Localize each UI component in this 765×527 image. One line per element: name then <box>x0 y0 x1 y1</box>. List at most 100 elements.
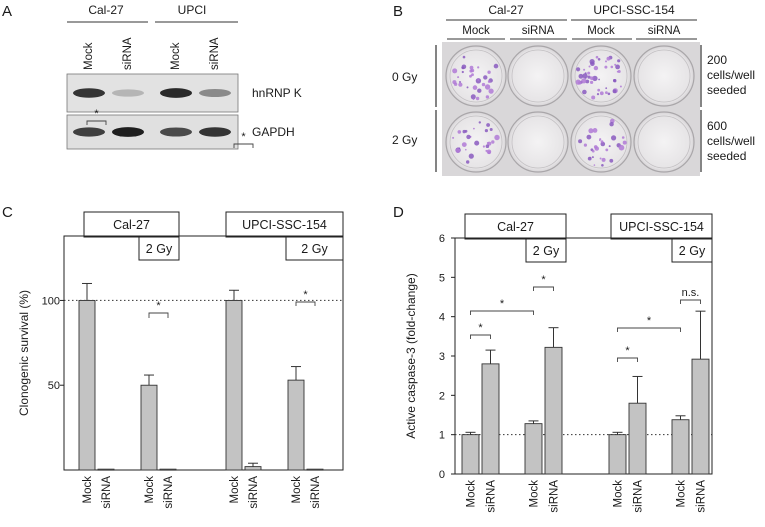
colony <box>593 65 599 71</box>
dose-label: 2 Gy <box>679 244 706 258</box>
culture-dish-rim <box>574 49 628 103</box>
y-axis-title: Clonogenic survival (%) <box>17 290 31 416</box>
significance-bracket <box>680 299 701 304</box>
colony <box>486 123 490 127</box>
blot-label-hnrnpk: hnRNP K <box>252 86 302 100</box>
colony <box>465 148 467 151</box>
x-category-label: Mock <box>82 476 94 504</box>
colony <box>608 145 611 148</box>
colony <box>614 63 617 66</box>
bar <box>225 299 243 471</box>
significance-bracket <box>295 301 316 306</box>
panel-b-letter: B <box>393 3 403 20</box>
panel-b: B Cal-27 UPCI-SSC-154 Mock siRNA Mock si… <box>392 3 758 176</box>
significance-bracket <box>617 357 638 362</box>
colony <box>600 140 604 144</box>
bar <box>159 468 177 471</box>
y-tick-label: 6 <box>439 233 445 245</box>
panel-b-lane-2: siRNA <box>522 25 555 37</box>
colony <box>613 79 616 82</box>
colony <box>606 56 611 61</box>
colony <box>587 156 592 161</box>
colony <box>601 157 606 162</box>
bar <box>287 379 305 471</box>
colony <box>578 73 584 79</box>
cell-line-box <box>610 213 713 240</box>
colony <box>597 58 601 61</box>
colony <box>592 75 598 82</box>
x-category-label: Mock <box>466 480 478 508</box>
chart-d: Cal-27 UPCI-SSC-154 2 Gy 2 Gy 0 1 2 3 4 5 6 Active … <box>404 213 713 513</box>
x-category-label: siRNA <box>486 480 498 513</box>
culture-dish-rim <box>511 115 565 169</box>
y-tick-label: 1 <box>439 430 445 442</box>
colony <box>478 121 481 124</box>
panel-a-lane-3: Mock <box>170 42 182 70</box>
panel-a: A Cal-27 UPCI Mock siRNA Mock siRNA hnRN… <box>2 3 302 150</box>
x-category-label: siRNA <box>633 480 645 513</box>
blot-band <box>199 88 231 98</box>
colony <box>592 127 598 133</box>
colony <box>474 140 480 146</box>
plot-frame <box>63 235 344 471</box>
dose-box <box>138 236 180 261</box>
significance-label: * <box>647 315 652 327</box>
culture-dish-rim <box>511 49 565 103</box>
colony <box>587 75 591 79</box>
x-category-label: siRNA <box>101 476 113 509</box>
colony <box>597 88 601 92</box>
colony <box>462 129 466 134</box>
colony <box>488 88 494 94</box>
significance-label: * <box>478 322 483 334</box>
colony <box>466 134 471 140</box>
significance-label: * <box>241 131 246 143</box>
dose-box <box>525 238 567 263</box>
bar <box>97 468 115 471</box>
panel-b-note-200: 200 cells/well seeded <box>707 53 758 97</box>
colony <box>612 89 617 94</box>
colony <box>591 156 594 159</box>
blot-band <box>199 127 231 137</box>
cell-line-box <box>464 213 567 240</box>
colony <box>469 65 474 70</box>
panel-c-letter: C <box>2 204 13 221</box>
colony <box>578 81 582 85</box>
colony <box>455 148 461 153</box>
bar <box>461 434 480 475</box>
panel-a-lane-2: siRNA <box>122 37 134 70</box>
colony <box>586 134 592 140</box>
colony <box>583 68 586 71</box>
x-category-label: siRNA <box>248 476 260 509</box>
colony <box>621 136 625 139</box>
colony <box>590 76 594 80</box>
cell-line-label: Cal-27 <box>497 220 534 234</box>
colony <box>487 70 491 74</box>
panel-a-group-2: UPCI <box>178 3 207 17</box>
colony <box>487 80 491 83</box>
blot-band <box>112 127 144 137</box>
panel-b-group-2: UPCI-SSC-154 <box>593 3 675 17</box>
blot-band <box>160 88 192 98</box>
colony <box>607 92 611 96</box>
bar <box>524 423 543 475</box>
culture-dish-rim <box>449 49 503 103</box>
colony <box>593 164 596 166</box>
cell-line-box <box>83 211 180 238</box>
colony <box>469 74 472 78</box>
colony <box>605 87 608 90</box>
significance-label: * <box>625 345 630 357</box>
culture-dish <box>633 45 695 107</box>
colony <box>609 122 614 127</box>
bar <box>140 384 158 471</box>
colony <box>493 63 499 69</box>
colony <box>615 64 620 70</box>
panel-a-lane-1: Mock <box>83 42 95 70</box>
colony <box>599 138 602 141</box>
blot-band <box>73 127 105 137</box>
dose-box <box>671 238 713 263</box>
colony <box>459 81 461 83</box>
colony <box>452 80 457 85</box>
x-category-label: Mock <box>529 480 541 508</box>
colony <box>466 86 469 89</box>
